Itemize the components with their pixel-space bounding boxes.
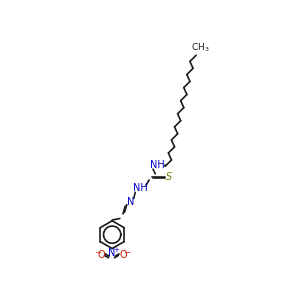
Text: O: O (119, 250, 127, 260)
Text: CH$_3$: CH$_3$ (190, 41, 209, 54)
Text: N: N (127, 196, 134, 206)
Text: S: S (166, 172, 172, 182)
Text: O: O (98, 250, 105, 260)
Text: N: N (109, 248, 116, 258)
Text: −: − (123, 248, 130, 257)
Text: NH: NH (150, 160, 165, 170)
Text: −: − (94, 248, 101, 257)
Text: +: + (113, 247, 119, 253)
Text: NH: NH (133, 184, 147, 194)
